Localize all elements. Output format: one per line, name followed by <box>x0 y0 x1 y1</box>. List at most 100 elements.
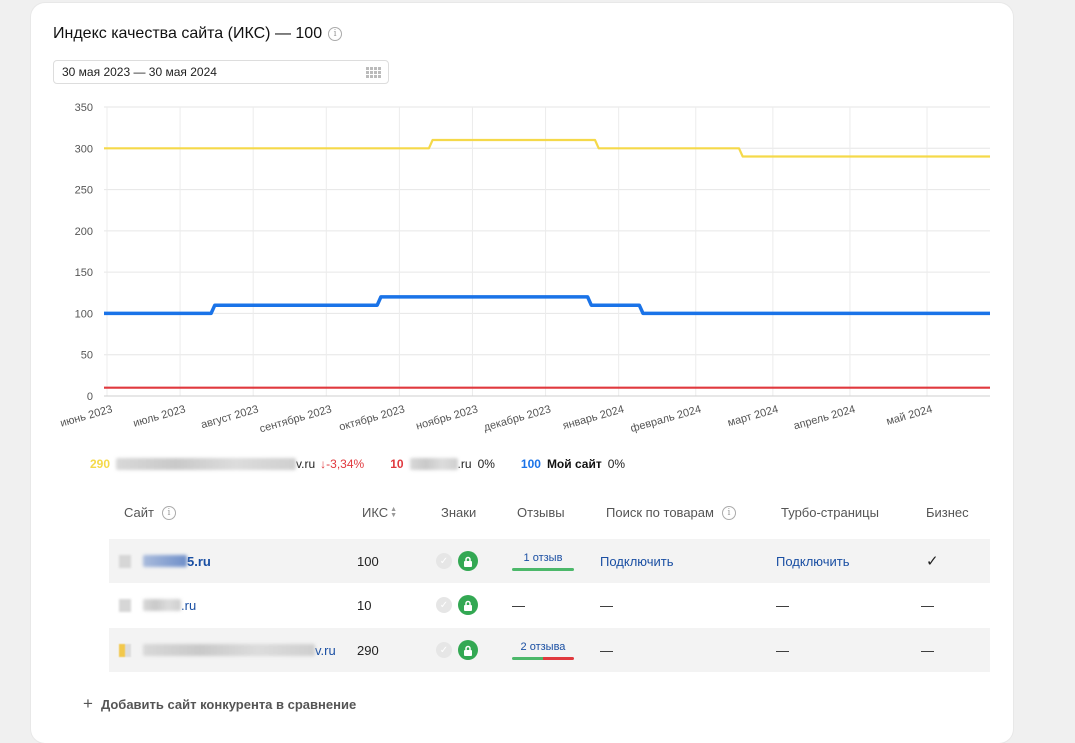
y-tick-label: 100 <box>75 308 93 320</box>
x-tick-label: май 2024 <box>885 403 934 428</box>
check-icon: ✓ <box>436 642 452 658</box>
chart-legend: 290 v.ru ↓-3,34% 10 .ru 0% 100 Мой сайт … <box>90 457 651 471</box>
col-header-iks-label: ИКС <box>362 505 389 520</box>
x-tick-label: сентябрь 2023 <box>258 403 333 435</box>
date-range-value: 30 мая 2023 — 30 мая 2024 <box>62 65 217 79</box>
info-icon[interactable]: i <box>161 505 176 520</box>
y-tick-label: 50 <box>81 350 93 362</box>
date-range-input[interactable]: 30 мая 2023 — 30 мая 2024 <box>53 60 389 84</box>
legend-delta: 0% <box>607 457 626 471</box>
goods-connect-link[interactable]: Подключить <box>600 553 674 569</box>
business-check-icon: ✓ <box>926 553 939 570</box>
title-row: Индекс качества сайта (ИКС) — 100 i <box>53 25 343 43</box>
x-tick-label: декабрь 2023 <box>482 403 552 434</box>
site-favicon <box>119 643 131 657</box>
y-tick-label: 150 <box>75 267 93 279</box>
turbo-connect-link[interactable]: Подключить <box>776 553 850 569</box>
y-tick-label: 350 <box>75 102 93 114</box>
iks-chart: 0 50 100 150 200 250 300 350 июнь 2023 июль 2023 а… <box>59 102 990 435</box>
legend-item-competitor-1[interactable]: 290 v.ru ↓-3,34% <box>90 457 364 471</box>
legend-suffix: .ru <box>457 457 472 471</box>
site-link[interactable]: .ru <box>181 597 197 613</box>
x-tick-label: июнь 2023 <box>59 403 114 429</box>
legend-value: 10 <box>390 457 404 471</box>
turbo-cell: — <box>776 597 789 613</box>
info-icon[interactable]: i <box>721 505 736 520</box>
sort-icon[interactable]: ▲ ▼ <box>390 505 398 519</box>
col-header-iks[interactable]: ИКС ▲ ▼ <box>362 505 397 520</box>
business-cell: — <box>921 642 934 658</box>
x-tick-label: апрель 2024 <box>792 403 856 432</box>
site-cell[interactable]: 5.ru <box>119 539 211 583</box>
y-tick-label: 200 <box>75 226 93 238</box>
col-header-site: Сайт i <box>124 505 176 520</box>
blurred-site-name <box>143 555 187 567</box>
col-header-turbo: Турбо-страницы <box>781 505 879 520</box>
legend-value: 290 <box>90 457 111 471</box>
y-tick-label: 250 <box>75 185 93 197</box>
x-tick-label: февраль 2024 <box>629 403 702 435</box>
reviews-cell: — <box>512 597 525 613</box>
iks-card <box>31 3 1013 743</box>
legend-value: 100 <box>520 457 541 471</box>
reviews-cell[interactable]: 2 отзыва <box>512 628 574 672</box>
lock-icon[interactable] <box>458 551 478 571</box>
y-tick-label: 0 <box>87 391 93 403</box>
turbo-cell: — <box>776 642 789 658</box>
x-tick-label: октябрь 2023 <box>338 403 406 433</box>
business-cell: — <box>921 597 934 613</box>
info-icon[interactable]: i <box>328 27 343 41</box>
goods-cell: — <box>600 597 613 613</box>
check-icon: ✓ <box>436 553 452 569</box>
legend-item-competitor-2[interactable]: 10 .ru 0% <box>390 457 495 471</box>
blurred-site-name <box>143 599 181 611</box>
blurred-site-name <box>143 644 315 656</box>
lock-icon[interactable] <box>458 640 478 660</box>
site-cell[interactable]: .ru <box>119 583 196 627</box>
reviews-link[interactable]: 2 отзыва <box>520 640 566 653</box>
signs-cell: ✓ <box>436 539 478 583</box>
legend-label: Мой сайт <box>546 457 602 471</box>
site-cell[interactable]: v.ru <box>119 628 336 672</box>
site-link[interactable]: 5.ru <box>187 553 211 569</box>
col-header-reviews: Отзывы <box>517 505 565 520</box>
plus-icon: + <box>83 694 93 713</box>
signs-cell: ✓ <box>436 583 478 627</box>
col-header-signs: Знаки <box>441 505 477 520</box>
y-tick-label: 300 <box>75 143 93 155</box>
x-tick-label: август 2023 <box>200 403 260 431</box>
site-favicon <box>119 554 131 568</box>
blurred-site-name <box>116 458 297 470</box>
lock-icon[interactable] <box>458 595 478 615</box>
col-header-business: Бизнес <box>926 505 969 520</box>
table-row: 5.ru 100 ✓ 1 отзыв Подключить Подключить… <box>109 539 990 583</box>
legend-delta: ↓-3,34% <box>320 457 365 471</box>
blurred-site-name <box>409 458 458 470</box>
x-tick-label: март 2024 <box>726 403 779 429</box>
signs-cell: ✓ <box>436 628 478 672</box>
series-line-1 <box>104 295 990 316</box>
add-competitor-label: Добавить сайт конкурента в сравнение <box>100 696 357 712</box>
table-row: v.ru 290 ✓ 2 отзыва — — — <box>109 628 990 672</box>
x-tick-label: июль 2023 <box>132 403 187 429</box>
reviews-link[interactable]: 1 отзыв <box>523 551 563 564</box>
table-row: .ru 10 ✓ — — — — <box>109 583 990 627</box>
goods-cell: — <box>600 642 613 658</box>
site-favicon <box>119 598 131 612</box>
iks-cell: 100 <box>357 553 379 569</box>
iks-cell: 290 <box>357 642 379 658</box>
iks-cell: 10 <box>357 597 372 613</box>
col-header-goods: Поиск по товарам i <box>606 505 736 520</box>
series-line-0 <box>104 138 990 158</box>
check-icon: ✓ <box>436 597 452 613</box>
calendar-icon[interactable] <box>366 67 381 78</box>
legend-suffix: v.ru <box>296 457 316 471</box>
page-title: Индекс качества сайта (ИКС) — 100 <box>53 25 323 42</box>
reviews-cell[interactable]: 1 отзыв <box>512 539 574 583</box>
legend-delta: 0% <box>477 457 495 471</box>
legend-item-my-site[interactable]: 100 Мой сайт 0% <box>521 457 625 471</box>
reviews-rating-bar <box>512 567 574 571</box>
site-link[interactable]: v.ru <box>315 642 336 658</box>
x-tick-label: ноябрь 2023 <box>415 403 480 432</box>
add-competitor-button[interactable]: + Добавить сайт конкурента в сравнение <box>83 694 356 714</box>
